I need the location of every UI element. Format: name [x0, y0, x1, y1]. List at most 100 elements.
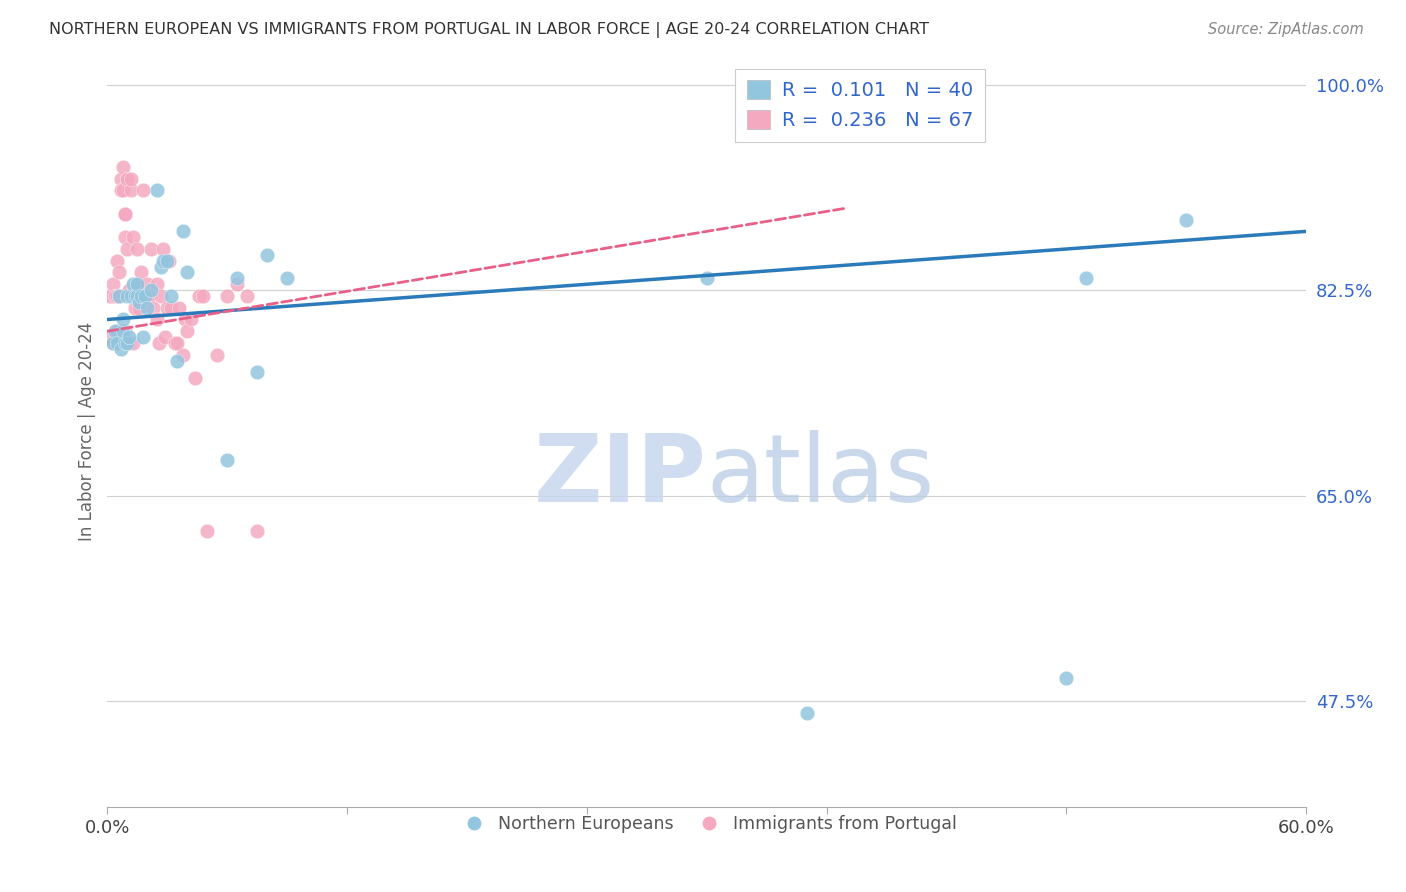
Point: [146, 183, 169, 197]
Point: [176, 324, 198, 338]
Point: [127, 277, 149, 292]
Point: [1076, 271, 1098, 285]
Point: [141, 242, 163, 256]
Point: [193, 289, 215, 303]
Point: [160, 289, 183, 303]
Point: [156, 301, 179, 315]
Point: [276, 271, 298, 285]
Point: [176, 265, 198, 279]
Point: [110, 336, 132, 351]
Point: [1056, 671, 1078, 685]
Point: [166, 353, 188, 368]
Point: [124, 301, 146, 315]
Point: [117, 242, 139, 256]
Point: [122, 230, 145, 244]
Point: [110, 342, 132, 356]
Point: [118, 330, 141, 344]
Point: [118, 283, 141, 297]
Point: [103, 336, 125, 351]
Point: [108, 289, 131, 303]
Point: [132, 183, 155, 197]
Point: [100, 330, 122, 344]
Point: [117, 336, 139, 351]
Point: [122, 336, 145, 351]
Point: [796, 706, 818, 720]
Point: [128, 294, 150, 309]
Point: [142, 301, 165, 315]
Point: [105, 336, 128, 351]
Point: [117, 289, 139, 303]
Point: [105, 289, 128, 303]
Point: [103, 277, 125, 292]
Point: [226, 277, 249, 292]
Point: [105, 253, 128, 268]
Point: [148, 336, 170, 351]
Point: [146, 312, 169, 326]
Point: [114, 336, 136, 351]
Point: [110, 171, 132, 186]
Point: [117, 171, 139, 186]
Point: [120, 171, 142, 186]
Point: [117, 171, 139, 186]
Point: [136, 289, 159, 303]
Point: [122, 277, 145, 292]
Point: [120, 289, 142, 303]
Y-axis label: In Labor Force | Age 20-24: In Labor Force | Age 20-24: [79, 321, 96, 541]
Point: [104, 289, 127, 303]
Point: [188, 289, 211, 303]
Point: [174, 312, 197, 326]
Point: [184, 371, 207, 385]
Point: [103, 336, 125, 351]
Point: [112, 160, 135, 174]
Legend: Northern Europeans, Immigrants from Portugal: Northern Europeans, Immigrants from Port…: [450, 808, 965, 839]
Text: ZIP: ZIP: [534, 430, 707, 522]
Point: [112, 183, 135, 197]
Point: [136, 277, 159, 292]
Point: [169, 301, 191, 315]
Point: [105, 324, 128, 338]
Point: [128, 301, 150, 315]
Point: [114, 324, 136, 338]
Point: [217, 289, 239, 303]
Point: [138, 289, 160, 303]
Point: [131, 289, 153, 303]
Point: [207, 348, 229, 362]
Point: [127, 289, 149, 303]
Text: NORTHERN EUROPEAN VS IMMIGRANTS FROM PORTUGAL IN LABOR FORCE | AGE 20-24 CORRELA: NORTHERN EUROPEAN VS IMMIGRANTS FROM POR…: [49, 22, 929, 38]
Point: [141, 283, 163, 297]
Point: [127, 242, 149, 256]
Point: [136, 301, 159, 315]
Point: [120, 183, 142, 197]
Point: [217, 453, 239, 467]
Point: [246, 365, 269, 379]
Point: [150, 260, 173, 274]
Point: [112, 324, 135, 338]
Point: [118, 336, 141, 351]
Point: [108, 265, 131, 279]
Point: [1175, 212, 1198, 227]
Point: [155, 330, 177, 344]
Point: [114, 207, 136, 221]
Point: [236, 289, 259, 303]
Point: [100, 289, 122, 303]
Point: [696, 271, 718, 285]
Point: [134, 289, 156, 303]
Point: [104, 289, 127, 303]
Point: [134, 289, 156, 303]
Point: [146, 277, 169, 292]
Point: [131, 265, 153, 279]
Point: [152, 253, 174, 268]
Point: [246, 524, 269, 538]
Text: Source: ZipAtlas.com: Source: ZipAtlas.com: [1208, 22, 1364, 37]
Text: atlas: atlas: [707, 430, 935, 522]
Point: [226, 271, 249, 285]
Point: [172, 348, 194, 362]
Point: [127, 277, 149, 292]
Point: [165, 336, 187, 351]
Point: [104, 324, 127, 338]
Point: [172, 224, 194, 238]
Point: [98, 289, 121, 303]
Point: [256, 248, 278, 262]
Point: [150, 289, 173, 303]
Point: [156, 253, 179, 268]
